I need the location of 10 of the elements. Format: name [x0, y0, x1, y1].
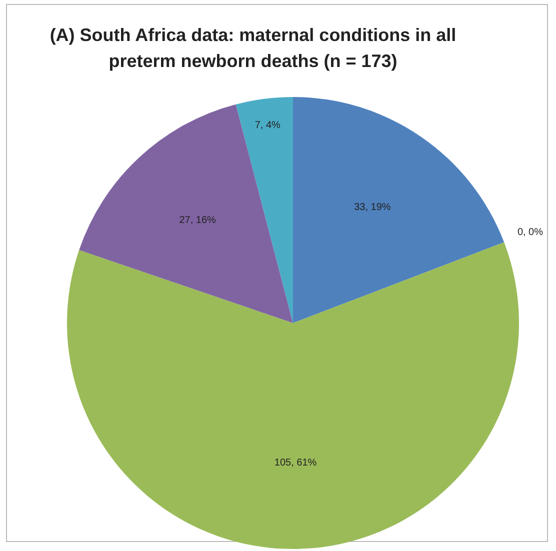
data-label: 7, 4% — [254, 120, 281, 132]
pie-slice — [236, 97, 293, 323]
data-label: 33, 19% — [354, 202, 391, 214]
pie-slice — [67, 242, 519, 549]
data-label: 27, 16% — [179, 214, 216, 226]
text: 0, 0% — [517, 226, 544, 238]
data-label: 105, 61% — [274, 458, 317, 469]
chart-title: (A) South Africa data: maternal conditions in all preterm newborn deaths (n = 173) — [48, 24, 458, 73]
pie-slice — [293, 97, 504, 323]
pie-slice — [79, 104, 293, 323]
